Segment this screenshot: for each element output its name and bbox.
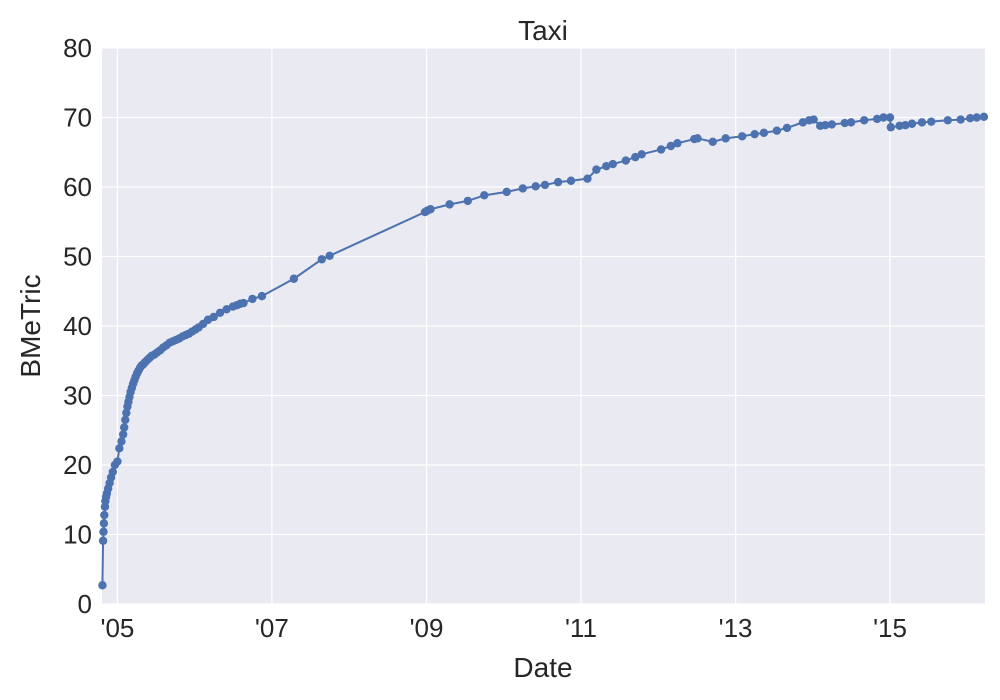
data-point	[99, 527, 108, 536]
data-point	[248, 294, 257, 304]
y-tick-label: 30	[63, 381, 92, 411]
data-point	[502, 187, 511, 197]
y-tick-label: 80	[63, 33, 92, 63]
data-point	[927, 117, 936, 126]
data-point	[821, 120, 830, 130]
data-point	[621, 156, 630, 165]
data-point	[215, 308, 225, 317]
data-point	[325, 251, 334, 261]
data-point	[117, 437, 126, 446]
data-point	[673, 139, 682, 148]
data-point	[809, 115, 818, 124]
data-point	[120, 423, 129, 432]
data-point	[885, 113, 895, 122]
data-point	[956, 115, 965, 124]
y-tick-label: 10	[63, 520, 92, 550]
data-point	[846, 118, 856, 127]
y-tick-label: 50	[63, 242, 92, 272]
chart-title: Taxi	[518, 15, 568, 46]
y-axis-title: BMeTric	[15, 274, 46, 377]
data-point	[979, 112, 989, 122]
data-point	[750, 129, 759, 139]
data-point	[518, 184, 527, 193]
data-point	[917, 118, 927, 127]
data-point	[445, 200, 454, 209]
data-point	[115, 444, 124, 453]
data-point	[463, 196, 472, 206]
data-point	[121, 415, 130, 425]
x-tick-label: '15	[873, 613, 907, 643]
data-point	[531, 182, 540, 191]
data-point	[631, 152, 640, 162]
x-tick-label: '07	[255, 613, 289, 643]
y-tick-label: 0	[78, 589, 92, 619]
data-point	[886, 123, 896, 132]
y-tick-label: 20	[63, 450, 92, 480]
data-point	[317, 255, 326, 264]
grid-lines	[102, 47, 985, 605]
data-point	[222, 305, 231, 314]
data-point	[637, 150, 646, 159]
data-point	[98, 581, 107, 590]
data-point	[553, 177, 563, 187]
series-group	[98, 112, 989, 590]
data-point	[721, 134, 730, 143]
data-point	[100, 510, 109, 520]
data-point	[118, 430, 128, 439]
data-point	[827, 120, 837, 129]
data-point	[782, 123, 792, 133]
data-point	[540, 180, 550, 190]
data-point	[907, 119, 917, 128]
data-point	[737, 132, 747, 141]
x-tick-label: '11	[565, 613, 597, 643]
data-point	[693, 134, 702, 143]
data-point	[872, 114, 882, 124]
data-point	[289, 274, 299, 283]
data-point	[122, 408, 131, 418]
x-axis-title: Date	[513, 652, 572, 683]
data-point	[209, 312, 218, 322]
y-tick-label: 60	[63, 172, 92, 202]
data-point	[239, 298, 248, 308]
data-point	[108, 467, 117, 477]
data-point	[879, 113, 888, 122]
x-tick-label: '13	[719, 613, 753, 643]
y-tick-label: 70	[63, 103, 92, 133]
data-point	[480, 191, 489, 200]
y-tick-labels: 0 10 20 30 40 50 60 70 80	[63, 33, 92, 619]
data-point	[426, 205, 435, 214]
data-point	[943, 116, 952, 125]
data-point	[840, 118, 849, 128]
data-point	[666, 141, 676, 151]
data-point	[656, 145, 666, 154]
data-point	[608, 159, 618, 169]
data-point	[257, 291, 267, 301]
data-point	[965, 113, 975, 123]
data-point	[602, 161, 611, 171]
data-point	[901, 120, 910, 130]
data-point	[972, 113, 981, 122]
data-point	[99, 519, 109, 528]
data-point	[798, 118, 808, 127]
data-point	[759, 128, 769, 137]
x-tick-labels: '05 '07 '09 '11 '13 '15	[100, 613, 906, 643]
data-point	[113, 457, 122, 466]
data-point	[98, 536, 108, 545]
data-point	[772, 126, 782, 135]
x-tick-label: '09	[410, 613, 444, 643]
y-tick-label: 40	[63, 311, 92, 341]
data-point	[708, 137, 717, 147]
x-tick-label: '05	[100, 613, 134, 643]
data-point	[566, 176, 576, 185]
data-point	[592, 165, 601, 174]
data-point	[860, 116, 869, 125]
data-point	[583, 174, 592, 183]
